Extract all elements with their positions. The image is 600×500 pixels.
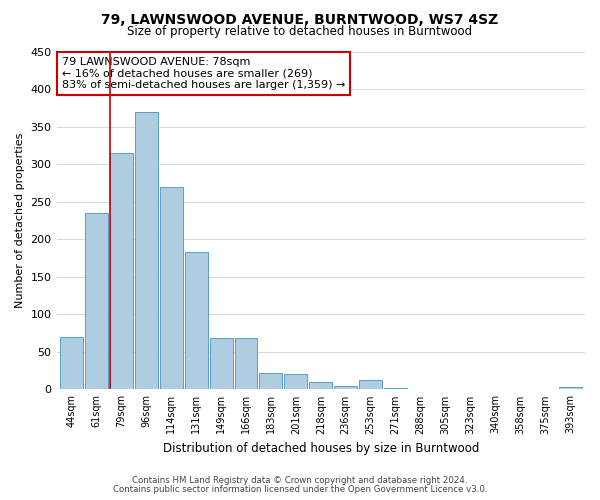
Bar [559, 387, 581, 390]
Bar [310, 382, 332, 390]
Bar [160, 186, 182, 390]
Y-axis label: Number of detached properties: Number of detached properties [15, 133, 25, 308]
Bar [284, 374, 307, 390]
Bar [185, 252, 208, 390]
Bar [334, 386, 357, 390]
Text: Size of property relative to detached houses in Burntwood: Size of property relative to detached ho… [127, 25, 473, 38]
Bar [384, 388, 407, 390]
Bar [235, 338, 257, 390]
Bar [209, 338, 233, 390]
Bar [359, 380, 382, 390]
Text: Contains HM Land Registry data © Crown copyright and database right 2024.: Contains HM Land Registry data © Crown c… [132, 476, 468, 485]
Text: Contains public sector information licensed under the Open Government Licence v3: Contains public sector information licen… [113, 485, 487, 494]
Bar [259, 373, 283, 390]
Text: 79 LAWNSWOOD AVENUE: 78sqm
← 16% of detached houses are smaller (269)
83% of sem: 79 LAWNSWOOD AVENUE: 78sqm ← 16% of deta… [62, 56, 345, 90]
Text: 79, LAWNSWOOD AVENUE, BURNTWOOD, WS7 4SZ: 79, LAWNSWOOD AVENUE, BURNTWOOD, WS7 4SZ [101, 12, 499, 26]
X-axis label: Distribution of detached houses by size in Burntwood: Distribution of detached houses by size … [163, 442, 479, 455]
Bar [60, 337, 83, 390]
Bar [135, 112, 158, 390]
Bar [110, 153, 133, 390]
Bar [85, 213, 108, 390]
